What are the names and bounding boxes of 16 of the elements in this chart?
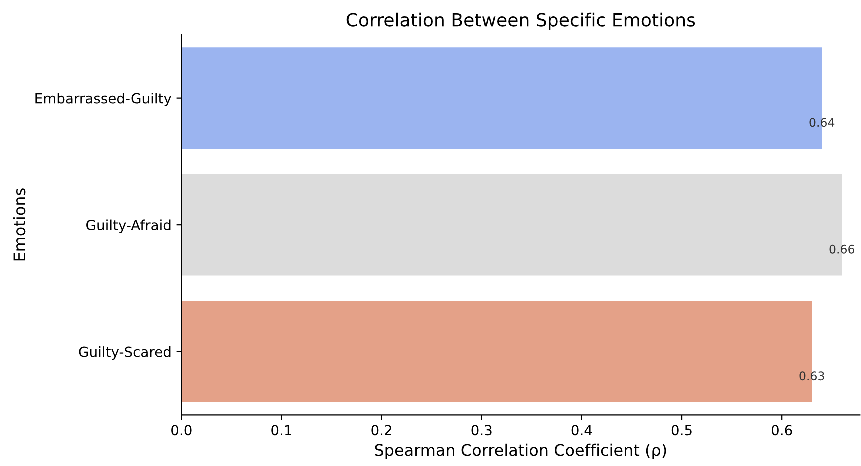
x-tick-label: 0.2: [372, 425, 392, 436]
y-tick-label: Embarrassed-Guilty: [36, 93, 172, 106]
x-tick-label: 0.1: [272, 425, 292, 436]
x-tick-label: 0.5: [672, 425, 692, 436]
x-tick-label: 0.6: [772, 425, 792, 436]
y-tick-label: Guilty-Afraid: [86, 220, 171, 234]
y-axis-title: Emotions: [13, 188, 26, 261]
x-axis-title: Spearman Correlation Coefficient (ρ): [375, 444, 666, 460]
x-tick-label: 0.3: [472, 425, 492, 436]
data-label: 0.66: [830, 244, 855, 254]
x-tick-label: 0.0: [172, 425, 192, 436]
data-label: 0.63: [800, 372, 824, 381]
data-label: 0.64: [810, 118, 835, 128]
x-tick-label: 0.4: [572, 425, 592, 436]
y-tick-label: Guilty-Scared: [79, 346, 171, 360]
chart-title: Correlation Between Specific Emotions: [346, 12, 696, 30]
